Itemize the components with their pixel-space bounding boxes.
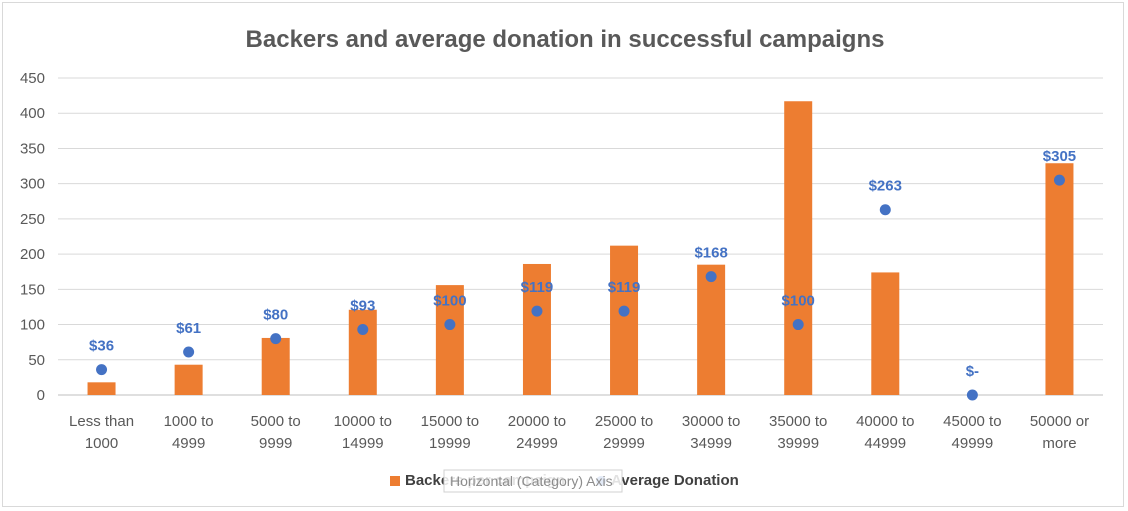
y-tick-label-400: 400	[20, 105, 45, 122]
bar-0[interactable]	[87, 382, 116, 395]
x-tick-label-11: 50000 or more	[1030, 413, 1089, 452]
legend-label-average-donation: Average Donation	[611, 472, 739, 489]
point-0[interactable]	[96, 364, 108, 376]
gridlines	[58, 77, 1103, 396]
y-tick-label-300: 300	[20, 176, 45, 193]
data-label-10: $-	[966, 363, 979, 380]
x-tick-label-line: 50000 or	[1030, 413, 1089, 430]
point-5[interactable]	[531, 305, 543, 317]
x-tick-label-line: 45000 to	[943, 413, 1001, 430]
x-tick-label-line: 5000 to	[251, 413, 301, 430]
x-tick-label-6: 25000 to 29999	[595, 413, 653, 452]
bar-11[interactable]	[1045, 163, 1074, 395]
point-6[interactable]	[618, 305, 630, 317]
x-tick-label-line: 34999	[690, 435, 732, 452]
x-tick-label-0: Less than 1000	[69, 413, 134, 452]
x-tick-label-1: 1000 to 4999	[164, 413, 214, 452]
axis-tooltip: Horizontal (Category) Axis	[443, 469, 623, 493]
x-tick-label-8: 35000 to 39999	[769, 413, 827, 452]
data-label-11: $305	[1043, 148, 1076, 165]
x-tick-label-line: 24999	[516, 435, 558, 452]
point-1[interactable]	[183, 346, 195, 358]
data-label-5: $119	[521, 279, 554, 296]
x-tick-label-line: 49999	[952, 435, 994, 452]
point-8[interactable]	[792, 319, 804, 331]
point-3[interactable]	[357, 323, 369, 335]
x-tick-label-line: 19999	[429, 435, 471, 452]
x-tick-label-9: 40000 to 44999	[856, 413, 914, 452]
bar-8[interactable]	[784, 101, 813, 395]
x-tick-label-line: more	[1042, 435, 1076, 452]
bar-series[interactable]	[87, 101, 1074, 395]
data-label-1: $61	[176, 320, 201, 337]
bar-9[interactable]	[871, 272, 900, 395]
x-axis[interactable]: Less than 1000 1000 to 4999 5000 to 9999 10000…	[69, 413, 1089, 452]
point-9[interactable]	[879, 204, 891, 216]
tooltip-text: Horizontal (Category) Axis	[450, 473, 613, 489]
y-tick-label-450: 450	[20, 70, 45, 87]
data-label-2: $80	[263, 307, 288, 324]
data-label-6: $119	[608, 279, 641, 296]
x-tick-label-line: Less than	[69, 413, 134, 430]
x-tick-label-line: 39999	[777, 435, 819, 452]
y-tick-label-0: 0	[37, 387, 45, 404]
x-tick-label-4: 15000 to 19999	[421, 413, 479, 452]
point-4[interactable]	[444, 319, 456, 331]
x-tick-label-3: 10000 to 14999	[334, 413, 392, 452]
x-tick-label-line: 20000 to	[508, 413, 566, 430]
data-label-4: $100	[433, 293, 466, 310]
bar-3[interactable]	[348, 309, 377, 395]
point-7[interactable]	[705, 271, 717, 283]
tooltip-box	[443, 469, 623, 493]
x-tick-label-2: 5000 to 9999	[251, 413, 301, 452]
bar-5[interactable]	[522, 263, 551, 395]
bar-1[interactable]	[174, 364, 203, 395]
x-tick-label-line: 15000 to	[421, 413, 479, 430]
data-label-8: $100	[782, 293, 815, 310]
x-tick-label-line: 30000 to	[682, 413, 740, 430]
bar-7[interactable]	[697, 264, 726, 395]
x-tick-label-line: 35000 to	[769, 413, 827, 430]
chart-title[interactable]: Backers and average donation in successf…	[246, 26, 885, 53]
bar-4[interactable]	[435, 285, 464, 395]
bar-2[interactable]	[261, 337, 290, 395]
x-tick-label-line: 44999	[864, 435, 906, 452]
point-2[interactable]	[270, 333, 282, 345]
x-tick-label-7: 30000 to 34999	[682, 413, 740, 452]
point-10[interactable]	[966, 389, 978, 401]
data-label-9: $263	[869, 178, 902, 195]
x-tick-label-line: 29999	[603, 435, 645, 452]
y-tick-label-350: 350	[20, 140, 45, 157]
x-tick-label-line: 9999	[259, 435, 292, 452]
chart-svg: Backers and average donation in successf…	[20, 26, 1103, 493]
data-label-0: $36	[89, 338, 114, 355]
y-tick-label-150: 150	[20, 281, 45, 298]
x-tick-label-line: 1000 to	[164, 413, 214, 430]
x-tick-label-line: 4999	[172, 435, 205, 452]
y-axis[interactable]: 0 50 100 150 200 250 300 350 400 450	[20, 70, 45, 404]
dot-series[interactable]	[96, 174, 1065, 401]
data-labels: $36 $61 $80 $93 $100 $119 $119 $168 $100 $263 $- $3…	[89, 148, 1076, 380]
x-tick-label-line: 25000 to	[595, 413, 653, 430]
x-tick-label-10: 45000 to 49999	[943, 413, 1001, 452]
x-tick-label-5: 20000 to 24999	[508, 413, 566, 452]
x-tick-label-line: 1000	[85, 435, 118, 452]
y-tick-label-200: 200	[20, 246, 45, 263]
bar-6[interactable]	[610, 245, 639, 395]
y-tick-label-100: 100	[20, 317, 45, 334]
x-tick-label-line: 10000 to	[334, 413, 392, 430]
data-label-3: $93	[350, 297, 375, 314]
point-11[interactable]	[1053, 174, 1065, 186]
data-label-7: $168	[694, 245, 727, 262]
y-tick-label-250: 250	[20, 211, 45, 228]
x-tick-label-line: 14999	[342, 435, 384, 452]
y-tick-label-50: 50	[28, 352, 45, 369]
x-tick-label-line: 40000 to	[856, 413, 914, 430]
legend-swatch-backers	[390, 476, 400, 486]
